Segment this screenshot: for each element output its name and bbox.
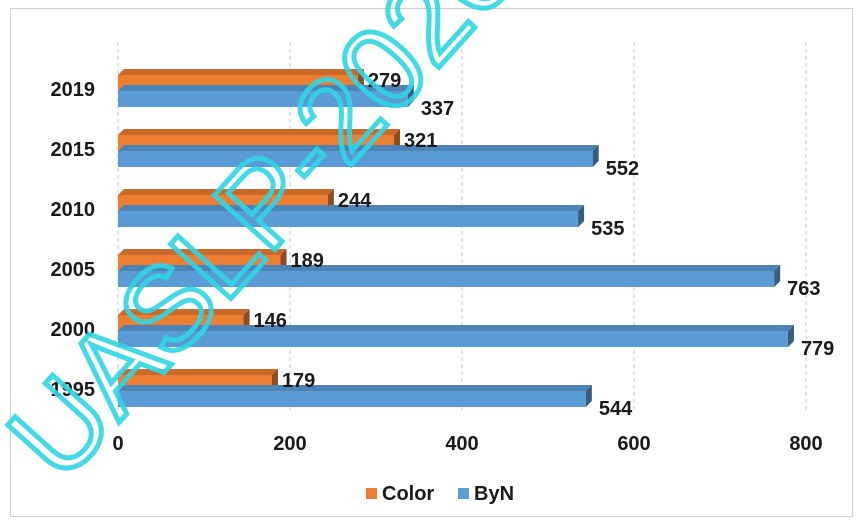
- bar-top-face: [118, 249, 287, 255]
- bar-byn: [118, 385, 592, 407]
- bar-front-face: [118, 151, 593, 167]
- bar-top-face: [118, 309, 250, 315]
- data-label-color: 179: [282, 370, 315, 392]
- bar-top-face: [118, 205, 585, 211]
- data-label-byn: 763: [787, 278, 820, 300]
- data-labels: 179 544 146 779 189 763 244 535 321 552 279 337: [254, 70, 835, 420]
- bar-byn: [118, 145, 599, 167]
- bar-top-face: [118, 189, 334, 195]
- legend-swatch: [366, 488, 377, 499]
- data-label-byn: 779: [801, 338, 834, 360]
- bar-end-face: [592, 145, 599, 167]
- category-label: 2019: [51, 79, 96, 101]
- bar-top-face: [118, 325, 794, 331]
- bar-end-face: [774, 265, 781, 287]
- bar-byn: [118, 85, 414, 107]
- category-label: 1995: [51, 379, 96, 401]
- data-label-color: 321: [404, 130, 437, 152]
- bar-byn: [118, 205, 585, 227]
- bar-top-face: [118, 69, 364, 75]
- bar-byn: [118, 265, 781, 287]
- category-label: 2015: [51, 139, 96, 161]
- bar-top-face: [118, 369, 278, 375]
- data-label-byn: 544: [599, 398, 633, 420]
- bar-top-face: [118, 385, 592, 391]
- bar-top-face: [118, 85, 414, 91]
- bar-top-face: [118, 265, 781, 271]
- data-label-color: 189: [291, 250, 324, 272]
- bar-end-face: [787, 325, 794, 347]
- x-tick-labels: 0 200 400 600 800: [112, 433, 822, 455]
- bar-byn: [118, 325, 794, 347]
- bar-end-face: [578, 205, 585, 227]
- legend-label: Color: [382, 483, 434, 505]
- bar-front-face: [118, 391, 586, 407]
- bar-top-face: [118, 129, 401, 135]
- bar-end-face: [407, 85, 414, 107]
- data-label-color: 146: [254, 310, 287, 332]
- bar-front-face: [118, 91, 408, 107]
- x-tick-label: 400: [445, 433, 478, 455]
- data-label-color: 244: [338, 190, 372, 212]
- category-label: 2005: [51, 259, 96, 281]
- bars: [118, 69, 794, 407]
- category-labels: 1995 2000 2005 2010 2015 2019: [51, 79, 96, 401]
- legend-label: ByN: [474, 483, 514, 505]
- data-label-color: 279: [368, 70, 401, 92]
- data-label-byn: 337: [421, 98, 454, 120]
- bar-front-face: [118, 271, 775, 287]
- x-tick-label: 800: [789, 433, 822, 455]
- x-tick-label: 0: [112, 433, 123, 455]
- bar-end-face: [585, 385, 592, 407]
- bar-front-face: [118, 331, 788, 347]
- bar-front-face: [118, 211, 579, 227]
- x-tick-label: 600: [617, 433, 650, 455]
- legend: Color ByN: [366, 483, 514, 505]
- category-label: 2000: [51, 319, 96, 341]
- data-label-byn: 552: [606, 158, 639, 180]
- bar-top-face: [118, 145, 599, 151]
- x-tick-label: 200: [273, 433, 306, 455]
- legend-swatch: [458, 488, 469, 499]
- data-label-byn: 535: [591, 218, 624, 240]
- category-label: 2010: [51, 199, 96, 221]
